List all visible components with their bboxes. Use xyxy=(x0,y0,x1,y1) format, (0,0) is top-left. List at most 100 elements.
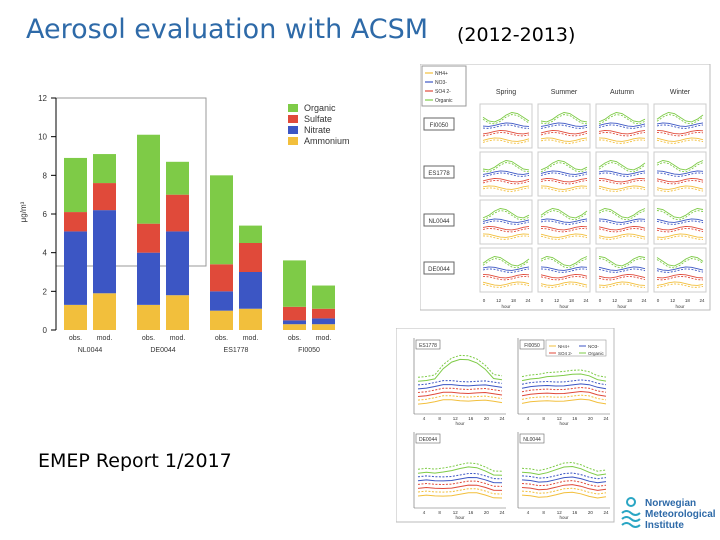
grid-legend-entry: SO4 2- xyxy=(435,89,451,95)
report-label: EMEP Report 1/2017 xyxy=(38,450,232,472)
panel-x-tick-label: 8 xyxy=(438,416,441,421)
diurnal-line-model xyxy=(598,162,646,173)
diurnal-line xyxy=(598,281,646,286)
panel-line-model xyxy=(417,480,503,487)
group-label: NL0044 xyxy=(78,347,103,354)
diurnal-line-model xyxy=(598,172,646,177)
diurnal-line xyxy=(598,112,646,123)
bar-segment-nitrate xyxy=(166,231,189,296)
diurnal-line-model xyxy=(482,283,530,288)
panel-station-box xyxy=(415,433,441,444)
panel-line-model xyxy=(417,380,503,386)
panel-x-axis-label: hour xyxy=(455,421,465,426)
diurnal-line-model xyxy=(482,258,530,269)
diurnal-line xyxy=(656,266,704,271)
panel-x-tick-label: 16 xyxy=(468,416,474,421)
grid-panel xyxy=(537,151,591,197)
diurnal-line-model xyxy=(482,275,530,281)
panel-x-tick-label: 16 xyxy=(468,510,474,515)
diurnal-line xyxy=(540,218,588,223)
station-label: DE0044 xyxy=(428,267,450,273)
panel-line-model xyxy=(417,472,503,480)
diurnal-line xyxy=(540,281,588,286)
x-axis-label: hour xyxy=(501,304,511,309)
panel-x-tick-label: 8 xyxy=(542,416,545,421)
bar-segment-ammonium xyxy=(210,310,233,330)
station-label: NL0044 xyxy=(428,219,450,225)
diurnal-line-model xyxy=(598,268,646,273)
legend-entry: Nitrate xyxy=(304,125,331,135)
diurnal-line xyxy=(540,170,588,175)
diurnal-line-model xyxy=(598,114,646,125)
diurnal-line xyxy=(540,233,588,238)
diurnal-line xyxy=(482,281,530,286)
panel-line-model xyxy=(417,462,503,472)
grid-legend-entry: NH4+ xyxy=(435,71,448,77)
bar-segment-sulfate xyxy=(64,212,87,232)
diurnal-line xyxy=(540,129,588,135)
diurnal-line xyxy=(656,129,704,135)
diurnal-line-model xyxy=(540,131,588,137)
station-box xyxy=(423,165,455,179)
bar-segment-sulfate xyxy=(166,194,189,232)
diurnal-line xyxy=(598,185,646,190)
diurnal-line xyxy=(598,122,646,127)
small-frame xyxy=(396,328,615,523)
diurnal-line-model xyxy=(598,220,646,225)
panel-x-tick-label: 12 xyxy=(453,510,459,515)
diurnal-line-model xyxy=(656,187,704,192)
diurnal-line xyxy=(656,137,704,142)
diurnal-line-model xyxy=(598,227,646,233)
diurnal-line xyxy=(482,233,530,238)
diurnal-line xyxy=(540,160,588,171)
diurnal-line-model xyxy=(482,227,530,233)
diurnal-line-model xyxy=(598,210,646,221)
diurnal-line-model xyxy=(656,124,704,129)
panel-line xyxy=(417,484,503,491)
diurnal-line xyxy=(482,225,530,231)
diurnal-line xyxy=(656,122,704,127)
x-axis-label: hour xyxy=(617,304,627,309)
legend-swatch xyxy=(288,137,298,145)
category-label: mod. xyxy=(97,335,113,342)
x-tick-label: 24 xyxy=(699,298,705,303)
panel-line xyxy=(521,465,607,476)
panel-line xyxy=(417,466,503,476)
group-label: FI0050 xyxy=(298,347,320,354)
period-label: (2012-2013) xyxy=(457,24,576,46)
panel-station-box xyxy=(519,339,545,350)
panel-x-tick-label: 24 xyxy=(603,510,609,515)
panel-line-model xyxy=(417,354,503,378)
x-tick-label: 12 xyxy=(496,298,502,303)
bar-segment-ammonium xyxy=(93,293,116,330)
y-tick-label: 6 xyxy=(43,210,48,219)
panel-line xyxy=(417,384,503,390)
diurnal-line xyxy=(656,218,704,223)
panel-x-tick-label: 8 xyxy=(438,510,441,515)
bar-segment-organic xyxy=(64,157,87,213)
diurnal-line xyxy=(482,137,530,142)
panel-line-model xyxy=(521,369,607,378)
diurnal-line-model xyxy=(482,172,530,177)
y-tick-label: 4 xyxy=(43,249,48,258)
bar-segment-nitrate xyxy=(210,291,233,311)
x-tick-label: 24 xyxy=(583,298,589,303)
legend-entry: Organic xyxy=(304,103,336,113)
small-legend-entry: Organic xyxy=(588,351,605,356)
x-tick-label: 12 xyxy=(554,298,560,303)
panel-line xyxy=(417,391,503,397)
bar-segment-nitrate xyxy=(239,272,262,309)
diurnal-line xyxy=(482,256,530,267)
diurnal-line-model xyxy=(656,172,704,177)
diurnal-line-model xyxy=(540,162,588,173)
panel-station-label: FI0050 xyxy=(524,343,540,349)
panel-line xyxy=(521,390,607,397)
panel-station-box xyxy=(519,433,545,444)
bar-segment-nitrate xyxy=(137,252,160,305)
diurnal-line xyxy=(656,177,704,183)
diurnal-line-model xyxy=(482,187,530,192)
panel-x-tick-label: 4 xyxy=(527,510,530,515)
small-legend-entry: NH4+ xyxy=(558,344,570,349)
diurnal-line-model xyxy=(540,268,588,273)
diurnal-line-model xyxy=(598,283,646,288)
